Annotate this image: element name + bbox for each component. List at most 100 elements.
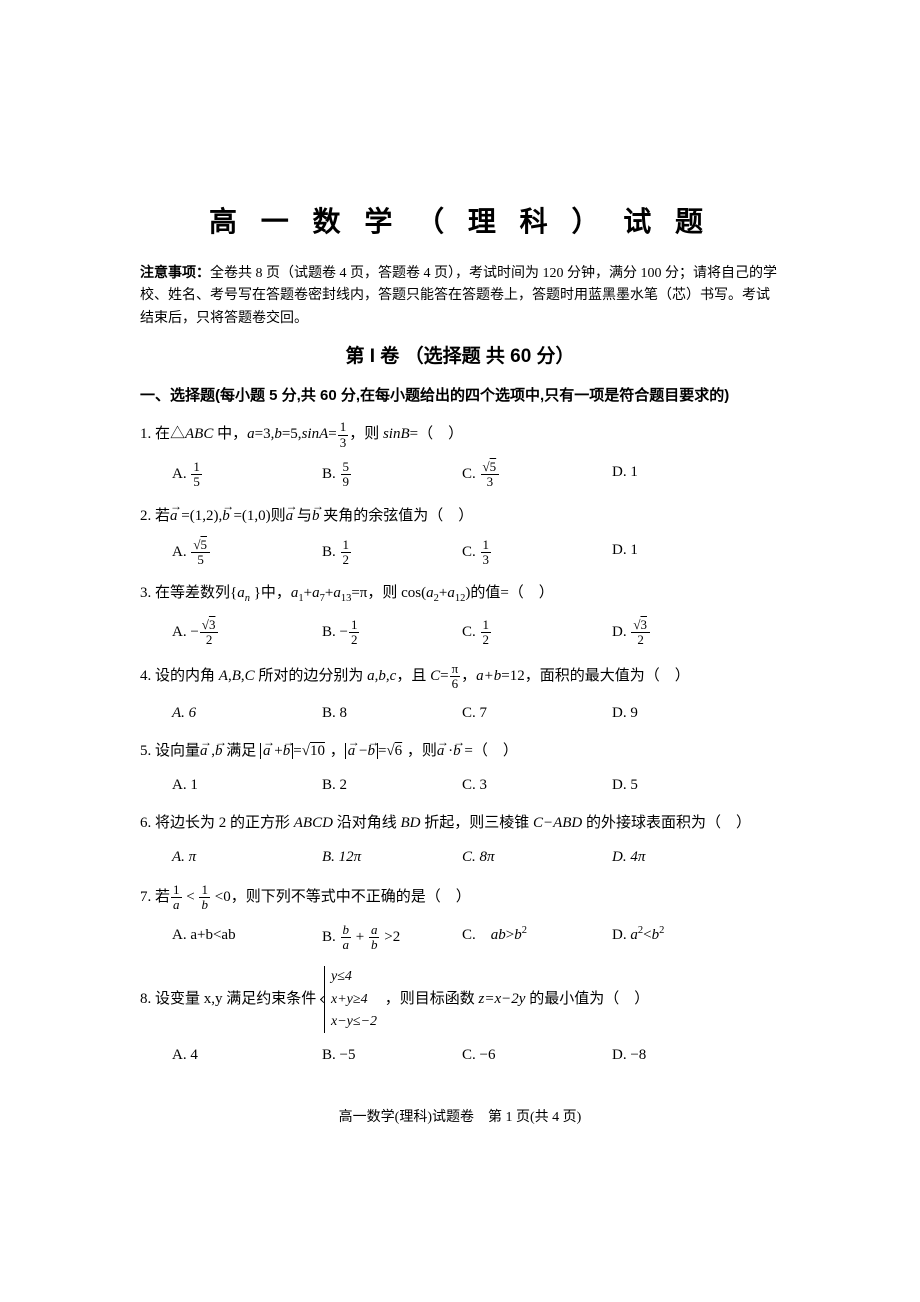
q4-m3: ， bbox=[461, 668, 476, 684]
q3d-pre: D. bbox=[612, 624, 630, 640]
section-header: 第 I 卷 （选择题 共 60 分） bbox=[140, 342, 780, 372]
question-5: 5. 设向量a ,b 满足 a +b=√10 ，a −b=√6 ，则a ·b =… bbox=[140, 739, 780, 797]
q8-pre: 8. 设变量 x,y 满足约束条件 bbox=[140, 991, 320, 1007]
q2-pre: 2. 若 bbox=[140, 508, 170, 524]
q3-options: A. −√32 B. −12 C. 12 D. √32 bbox=[140, 618, 780, 648]
q5-opt-c: C. 3 bbox=[462, 773, 612, 797]
q1a-pre: A. bbox=[172, 466, 190, 482]
q2-opt-b: B. 12 bbox=[322, 538, 462, 568]
q2-stem: 2. 若a =(1,2),b =(1,0)则a 与b 夹角的余弦值为（ ） bbox=[140, 504, 780, 528]
q2-opt-d: D. 1 bbox=[612, 538, 638, 568]
question-8: 8. 设变量 x,y 满足约束条件 y≤4x+y≥4x−y≤−2 ，则目标函数 … bbox=[140, 966, 780, 1067]
q6-opt-b: B. 12π bbox=[322, 845, 462, 869]
q3-opt-d: D. √32 bbox=[612, 618, 651, 648]
q4-post: =12，面积的最大值为（ ） bbox=[501, 668, 689, 684]
q2-opt-a: A. √55 bbox=[172, 538, 322, 568]
q7-opt-d: D. a2<b2 bbox=[612, 923, 664, 953]
q8-opt-d: D. −8 bbox=[612, 1043, 646, 1067]
notice-label: 注意事项： bbox=[140, 264, 210, 280]
q6-pre: 6. 将边长为 2 的正方形 bbox=[140, 815, 294, 831]
q8-sys3: x−y≤−2 bbox=[331, 1011, 377, 1033]
q5-pre: 5. 设向量 bbox=[140, 743, 200, 759]
q1-options: A. 15 B. 59 C. √53 D. 1 bbox=[140, 460, 780, 490]
q2b-pre: B. bbox=[322, 544, 340, 560]
constraint-system: y≤4x+y≥4x−y≤−2 bbox=[324, 966, 377, 1033]
q7-post: <0，则下列不等式中不正确的是（ ） bbox=[211, 889, 471, 905]
notice: 注意事项：全卷共 8 页（试题卷 4 页，答题卷 4 页），考试时间为 120 … bbox=[140, 261, 780, 330]
q7d-pre: D. bbox=[612, 927, 630, 943]
question-3: 3. 在等差数列{an }中，a1+a7+a13=π，则 cos(a2+a12)… bbox=[140, 581, 780, 647]
q2-m1: =(1,2), bbox=[178, 508, 223, 524]
q3-mid: }中， bbox=[250, 585, 291, 601]
q3c-pre: C. bbox=[462, 624, 480, 640]
q2-post: 夹角的余弦值为（ ） bbox=[319, 508, 473, 524]
q6-post: 的外接球表面积为（ ） bbox=[582, 815, 751, 831]
q6-opt-d: D. 4π bbox=[612, 845, 645, 869]
q5-opt-d: D. 5 bbox=[612, 773, 638, 797]
q7-opt-b: B. ba + ab >2 bbox=[322, 923, 462, 953]
q1-eq3: = bbox=[328, 427, 336, 443]
q8-stem: 8. 设变量 x,y 满足约束条件 y≤4x+y≥4x−y≤−2 ，则目标函数 … bbox=[140, 966, 780, 1033]
q3-opt-a: A. −√32 bbox=[172, 618, 322, 648]
q4-opt-d: D. 9 bbox=[612, 701, 638, 725]
q3-opt-c: C. 12 bbox=[462, 618, 612, 648]
q8-sys2: x+y≥4 bbox=[331, 989, 377, 1011]
q5-e2: = bbox=[378, 743, 386, 759]
exam-title: 高 一 数 学 （ 理 科 ） 试 题 bbox=[140, 200, 780, 245]
q3a-pre: A. − bbox=[172, 624, 199, 640]
q4-stem: 4. 设的内角 A,B,C 所对的边分别为 a,b,c，且 C=π6，a+b=1… bbox=[140, 662, 780, 692]
q3-opt-b: B. −12 bbox=[322, 618, 462, 648]
q1-opt-c: C. √53 bbox=[462, 460, 612, 490]
q3-eq: =π，则 cos( bbox=[351, 585, 426, 601]
q4-pre: 4. 设的内角 bbox=[140, 668, 219, 684]
q4-opt-a: A. 6 bbox=[172, 701, 322, 725]
q2-m2: =(1,0)则 bbox=[230, 508, 286, 524]
q4-options: A. 6 B. 8 C. 7 D. 9 bbox=[140, 701, 780, 725]
question-2: 2. 若a =(1,2),b =(1,0)则a 与b 夹角的余弦值为（ ） A.… bbox=[140, 504, 780, 568]
q6-mid: 沿对角线 bbox=[333, 815, 401, 831]
q5-m3: ， bbox=[326, 743, 345, 759]
q3-pre: 3. 在等差数列{ bbox=[140, 585, 237, 601]
q7-pre: 7. 若 bbox=[140, 889, 170, 905]
question-6: 6. 将边长为 2 的正方形 ABCD 沿对角线 BD 折起，则三棱锥 C−AB… bbox=[140, 811, 780, 869]
question-7: 7. 若1a < 1b <0，则下列不等式中不正确的是（ ） A. a+b<ab… bbox=[140, 883, 780, 952]
q4-opt-c: C. 7 bbox=[462, 701, 612, 725]
q8-opt-c: C. −6 bbox=[462, 1043, 612, 1067]
q8-sys1: y≤4 bbox=[331, 966, 377, 988]
q7-mid: < bbox=[183, 889, 199, 905]
q7b-post: >2 bbox=[380, 929, 400, 945]
q3b-pre: B. − bbox=[322, 624, 348, 640]
q1-stem: 1. 在△ABC 中，a=3,b=5,sinA=13，则 sinB=（ ） bbox=[140, 420, 780, 450]
q8-end: 的最小值为（ ） bbox=[525, 991, 649, 1007]
q1-eq2: =5, bbox=[282, 427, 302, 443]
q4-opt-b: B. 8 bbox=[322, 701, 462, 725]
q6-opt-c: C. 8π bbox=[462, 845, 612, 869]
q2-options: A. √55 B. 12 C. 13 D. 1 bbox=[140, 538, 780, 568]
q7-opt-a: A. a+b<ab bbox=[172, 923, 322, 953]
q1-opt-d: D. 1 bbox=[612, 460, 638, 490]
q7b-pre: B. bbox=[322, 929, 340, 945]
q2c-pre: C. bbox=[462, 544, 480, 560]
q8-post: ，则目标函数 bbox=[381, 991, 479, 1007]
q4-m2: ，且 bbox=[396, 668, 430, 684]
notice-text: 全卷共 8 页（试题卷 4 页，答题卷 4 页），考试时间为 120 分钟，满分… bbox=[140, 266, 777, 326]
q1c-pre: C. bbox=[462, 466, 480, 482]
q6-m2: 折起，则三棱锥 bbox=[420, 815, 533, 831]
q6-stem: 6. 将边长为 2 的正方形 ABCD 沿对角线 BD 折起，则三棱锥 C−AB… bbox=[140, 811, 780, 835]
q3-stem: 3. 在等差数列{an }中，a1+a7+a13=π，则 cos(a2+a12)… bbox=[140, 581, 780, 608]
page-footer: 高一数学(理科)试题卷 第 1 页(共 4 页) bbox=[140, 1107, 780, 1129]
q1-mid: 中， bbox=[213, 427, 247, 443]
q8-opt-b: B. −5 bbox=[322, 1043, 462, 1067]
q1-post: ，则 bbox=[349, 427, 383, 443]
q6-options: A. π B. 12π C. 8π D. 4π bbox=[140, 845, 780, 869]
q5-opt-a: A. 1 bbox=[172, 773, 322, 797]
q5-m2: 满足 bbox=[223, 743, 261, 759]
q3-post: )的值=（ ） bbox=[465, 585, 553, 601]
q5-post: ，则 bbox=[403, 743, 437, 759]
q4-mid: 所对的边分别为 bbox=[255, 668, 368, 684]
q8-options: A. 4 B. −5 C. −6 D. −8 bbox=[140, 1043, 780, 1067]
q6-opt-a: A. π bbox=[172, 845, 322, 869]
q7-stem: 7. 若1a < 1b <0，则下列不等式中不正确的是（ ） bbox=[140, 883, 780, 913]
q5-options: A. 1 B. 2 C. 3 D. 5 bbox=[140, 773, 780, 797]
q1-opt-a: A. 15 bbox=[172, 460, 322, 490]
